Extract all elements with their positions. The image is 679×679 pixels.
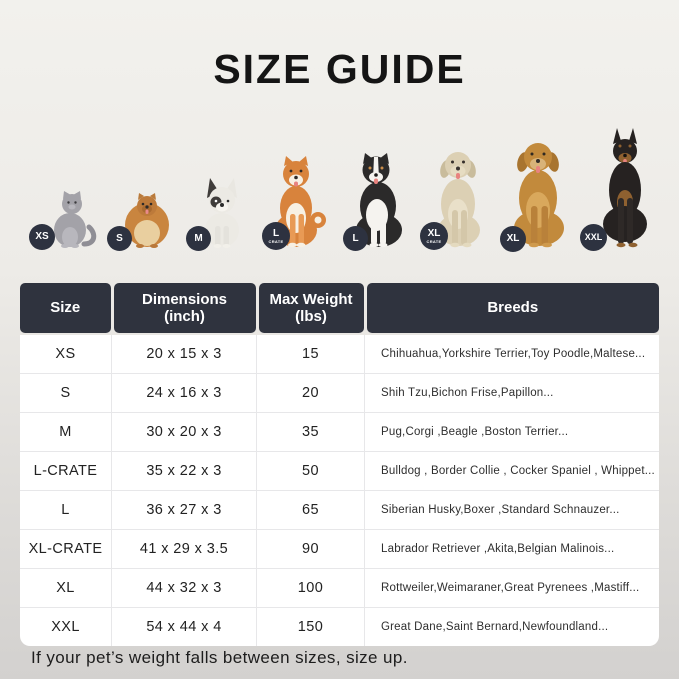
cell-breeds: Pug,Corgi ,Beagle ,Boston Terrier... [381, 426, 569, 438]
cell-size: XL-CRATE [20, 530, 112, 568]
cell-dimensions: 24 x 16 x 3 [112, 374, 257, 412]
labrador-image [426, 148, 490, 248]
badge-xxl-label: XXL [584, 232, 603, 242]
cell-dimensions: 35 x 22 x 3 [112, 452, 257, 490]
cell-dimensions: 44 x 32 x 3 [112, 569, 257, 607]
badge-xl-crate: XL CRATE [420, 222, 448, 250]
size-guide-table: Size Dimensions (inch) Max Weight (lbs) … [20, 283, 659, 646]
table-body: XS 20 x 15 x 3 15 Chihuahua,Yorkshire Te… [20, 335, 659, 646]
badge-s-label: S [116, 232, 123, 244]
badge-m: M [186, 226, 211, 251]
cell-size: XXL [20, 608, 112, 646]
pomeranian-image [116, 192, 178, 248]
cell-max-weight: 100 [257, 569, 365, 607]
table-row: XXL 54 x 44 x 4 150 Great Dane,Saint Ber… [20, 608, 659, 646]
table-row: L 36 x 27 x 3 65 Siberian Husky,Boxer ,S… [20, 491, 659, 530]
cell-max-weight: 15 [257, 335, 365, 373]
col-header-breeds: Breeds [366, 283, 659, 333]
doberman-image [587, 128, 663, 248]
table-row: M 30 x 20 x 3 35 Pug,Corgi ,Beagle ,Bost… [20, 413, 659, 452]
badge-l-crate: L CRATE [262, 222, 290, 250]
cell-breeds: Bulldog , Border Collie , Cocker Spaniel… [381, 465, 655, 477]
col-header-max-weight: Max Weight (lbs) [258, 283, 364, 333]
cell-size: L-CRATE [20, 452, 112, 490]
badge-xl-label: XL [506, 233, 520, 244]
cell-size: S [20, 374, 112, 412]
badge-xl-crate-sublabel: CRATE [426, 238, 442, 244]
table-row: XL-CRATE 41 x 29 x 3.5 90 Labrador Retri… [20, 530, 659, 569]
sizing-advice-note: If your pet’s weight falls between sizes… [31, 648, 408, 667]
badge-l-crate-sublabel: CRATE [268, 238, 284, 244]
cell-max-weight: 50 [257, 452, 365, 490]
badge-xl: XL [500, 226, 526, 252]
cell-breeds: Shih Tzu,Bichon Frise,Papillon... [381, 387, 554, 399]
cat-image [46, 190, 98, 248]
col-header-size: Size [20, 283, 111, 333]
badge-xl-crate-label: XL [427, 227, 441, 239]
cell-dimensions: 36 x 27 x 3 [112, 491, 257, 529]
badge-xs-label: XS [35, 231, 49, 242]
golden-retriever-image [501, 138, 575, 248]
table-row: S 24 x 16 x 3 20 Shih Tzu,Bichon Frise,P… [20, 374, 659, 413]
cell-max-weight: 65 [257, 491, 365, 529]
cell-breeds: Rottweiler,Weimaraner,Great Pyrenees ,Ma… [381, 582, 640, 594]
animals-row: XS S [0, 110, 679, 252]
page-title: SIZE GUIDE [213, 46, 466, 92]
cell-max-weight: 20 [257, 374, 365, 412]
table-row: XL 44 x 32 x 3 100 Rottweiler,Weimaraner… [20, 569, 659, 608]
table-header-row: Size Dimensions (inch) Max Weight (lbs) … [20, 283, 659, 333]
cell-breeds: Great Dane,Saint Bernard,Newfoundland... [381, 621, 609, 633]
cell-size: XS [20, 335, 112, 373]
cell-size: M [20, 413, 112, 451]
french-bulldog-image [195, 176, 249, 248]
badge-m-label: M [194, 232, 203, 244]
cell-breeds: Siberian Husky,Boxer ,Standard Schnauzer… [381, 504, 620, 516]
col-header-dimensions: Dimensions (inch) [113, 283, 256, 333]
cell-dimensions: 54 x 44 x 4 [112, 608, 257, 646]
cell-size: L [20, 491, 112, 529]
badge-s: S [107, 226, 132, 251]
cell-size: XL [20, 569, 112, 607]
badge-xs: XS [29, 224, 55, 250]
badge-l-crate-label: L [272, 227, 280, 239]
badge-l: L [343, 226, 368, 251]
cell-max-weight: 90 [257, 530, 365, 568]
badge-l-label: L [352, 232, 359, 244]
cell-breeds: Labrador Retriever ,Akita,Belgian Malino… [381, 543, 615, 555]
cell-dimensions: 20 x 15 x 3 [112, 335, 257, 373]
cell-max-weight: 35 [257, 413, 365, 451]
table-row: XS 20 x 15 x 3 15 Chihuahua,Yorkshire Te… [20, 335, 659, 374]
badge-xxl: XXL [580, 224, 607, 251]
cell-breeds: Chihuahua,Yorkshire Terrier,Toy Poodle,M… [381, 348, 646, 360]
cell-dimensions: 41 x 29 x 3.5 [112, 530, 257, 568]
cell-dimensions: 30 x 20 x 3 [112, 413, 257, 451]
cell-max-weight: 150 [257, 608, 365, 646]
table-row: L-CRATE 35 x 22 x 3 50 Bulldog , Border … [20, 452, 659, 491]
